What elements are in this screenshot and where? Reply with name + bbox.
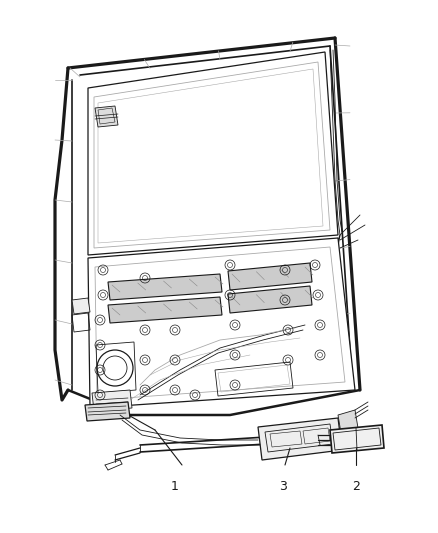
Polygon shape [338,410,358,433]
Polygon shape [92,390,132,411]
Polygon shape [108,274,222,300]
Polygon shape [305,235,340,340]
Polygon shape [88,52,338,255]
Text: 2: 2 [352,480,360,493]
Polygon shape [258,418,342,460]
Polygon shape [72,298,90,314]
Polygon shape [88,238,355,408]
Polygon shape [228,286,312,313]
Polygon shape [95,106,118,127]
Polygon shape [108,297,222,323]
Polygon shape [85,402,130,421]
Text: 1: 1 [171,480,179,493]
Polygon shape [330,425,384,453]
Polygon shape [228,263,312,290]
Text: 3: 3 [279,480,287,493]
